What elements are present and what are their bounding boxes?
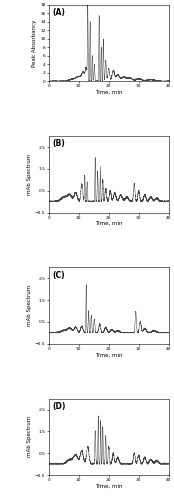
Text: (B): (B) [52, 140, 65, 148]
X-axis label: Time, min: Time, min [95, 221, 122, 226]
X-axis label: Time, min: Time, min [95, 484, 122, 488]
Text: (A): (A) [52, 8, 65, 17]
Y-axis label: Peak Absorbancy: Peak Absorbancy [32, 20, 37, 67]
Text: (D): (D) [52, 402, 66, 411]
Text: (C): (C) [52, 270, 65, 280]
X-axis label: Time, min: Time, min [95, 90, 122, 95]
Y-axis label: mAb Spectrum: mAb Spectrum [27, 285, 32, 326]
Y-axis label: mAb Spectrum: mAb Spectrum [27, 416, 32, 458]
Y-axis label: mAb Spectrum: mAb Spectrum [27, 154, 32, 195]
X-axis label: Time, min: Time, min [95, 352, 122, 358]
